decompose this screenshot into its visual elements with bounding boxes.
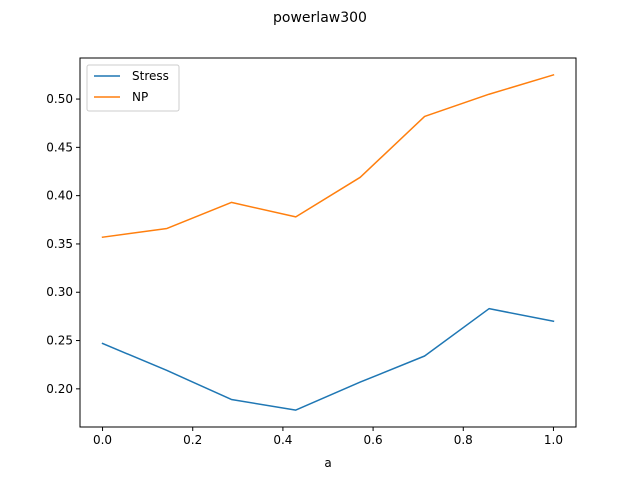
x-tick-label: 0.6	[364, 433, 383, 447]
x-tick-label: 0.8	[454, 433, 473, 447]
legend-label-stress: Stress	[132, 69, 169, 83]
x-tick-label: 0.2	[183, 433, 202, 447]
x-tick-label: 0.0	[93, 433, 112, 447]
legend: Stress NP	[86, 64, 180, 112]
series-lines	[101, 73, 555, 411]
y-tick-label: 0.40	[46, 189, 73, 203]
series-line-np	[101, 73, 555, 239]
y-tick-label: 0.35	[46, 237, 73, 251]
series-line-stress	[101, 307, 555, 411]
x-tick-label: 0.4	[273, 433, 292, 447]
x-axis-label: a	[324, 456, 331, 470]
x-tick-label: 1.0	[544, 433, 563, 447]
plot-area	[79, 57, 577, 428]
y-tick-label: 0.45	[46, 140, 73, 154]
chart-title: powerlaw300	[273, 10, 367, 26]
axes-frame	[79, 57, 577, 428]
y-tick-label: 0.20	[46, 382, 73, 396]
y-tick-label: 0.50	[46, 92, 73, 106]
y-tick-label: 0.30	[46, 285, 73, 299]
legend-label-np: NP	[132, 90, 148, 104]
y-tick-label: 0.25	[46, 334, 73, 348]
y-axis: 0.20 0.25 0.30 0.35 0.40 0.45 0.50	[46, 92, 80, 396]
x-axis: 0.0 0.2 0.4 0.6 0.8 1.0	[93, 427, 563, 447]
